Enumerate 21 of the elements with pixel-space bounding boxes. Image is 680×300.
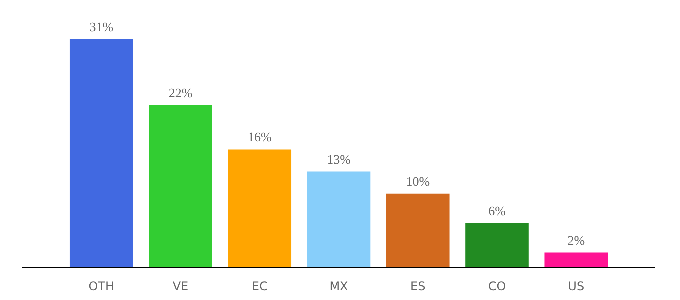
data-label: 10% [406, 174, 430, 189]
bar [466, 223, 529, 268]
x-tick-label: OTH [88, 280, 115, 294]
x-tick-label: EC [252, 280, 268, 294]
x-tick-label: US [568, 280, 585, 294]
bar [228, 150, 292, 268]
bar [307, 172, 371, 268]
bar [149, 106, 212, 268]
data-label: 13% [327, 152, 352, 167]
bar [70, 39, 134, 268]
x-tick-label: CO [488, 280, 506, 294]
bar [386, 194, 450, 268]
data-label: 6% [488, 203, 506, 218]
data-label: 31% [90, 19, 114, 34]
x-tick-label: ES [410, 280, 426, 294]
bar [544, 252, 608, 268]
x-tick-label: MX [330, 280, 348, 294]
data-label: 16% [248, 130, 272, 145]
data-label: 2% [568, 232, 586, 248]
x-tick-label: VE [172, 280, 189, 294]
data-label: 22% [168, 86, 193, 101]
